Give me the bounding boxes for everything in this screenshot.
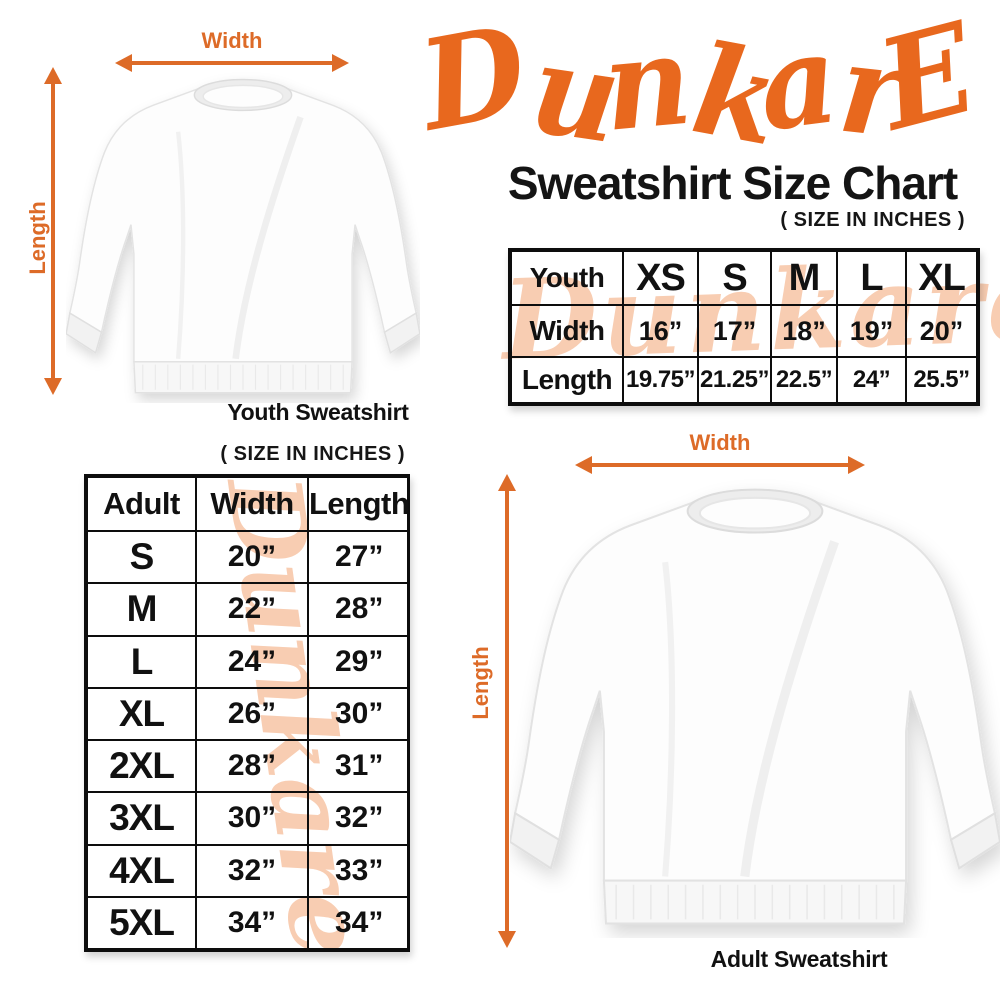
youth-length-label: Length	[25, 201, 50, 275]
youth-caption: Youth Sweatshirt	[227, 399, 409, 425]
header-cell: Width	[196, 477, 308, 531]
table-cell: 28”	[196, 740, 308, 793]
table-cell: 22”	[196, 583, 308, 636]
table-cell: 18”	[771, 305, 837, 357]
header-cell: L	[837, 251, 906, 305]
adult-length-arrow	[498, 474, 516, 948]
table-cell: 24”	[837, 357, 906, 403]
table-cell: 30”	[308, 687, 411, 740]
adult-width-label: Width	[689, 430, 751, 455]
table-cell: 34”	[308, 896, 411, 949]
row-label-cell: Length	[511, 357, 623, 403]
row-label-cell: 3XL	[87, 792, 196, 845]
row-label-cell: L	[87, 635, 196, 688]
dunkare-logo: DunkarE	[420, 6, 990, 164]
size-in-inches-note: ( SIZE IN INCHES )	[780, 209, 965, 231]
table-cell: 33”	[308, 844, 411, 897]
table-cell: 29”	[308, 635, 411, 688]
row-label-cell: 5XL	[87, 896, 196, 949]
header-cell: Length	[308, 477, 411, 531]
header-cell: XL	[906, 251, 977, 305]
header-cell: S	[698, 251, 771, 305]
row-label-cell: 2XL	[87, 740, 196, 793]
table-cell: 19.75”	[623, 357, 698, 403]
header-cell: Youth	[511, 251, 623, 305]
adult-caption: Adult Sweatshirt	[710, 946, 888, 972]
adult-width-arrow	[575, 456, 865, 474]
adult-sweatshirt-image	[510, 468, 1000, 938]
table-cell: 34”	[196, 896, 308, 949]
table-cell: 16”	[623, 305, 698, 357]
row-label-cell: Width	[511, 305, 623, 357]
youth-size-table: Youth XS S M L XL Width 16” 17” 18” 19” …	[508, 248, 980, 406]
youth-width-label: Width	[201, 28, 263, 53]
table-cell: 28”	[308, 583, 411, 636]
table-cell: 31”	[308, 740, 411, 793]
row-label-cell: XL	[87, 687, 196, 740]
table-cell: 20”	[906, 305, 977, 357]
row-label-cell: 4XL	[87, 844, 196, 897]
table-cell: 19”	[837, 305, 906, 357]
table-cell: 26”	[196, 687, 308, 740]
header-cell: XS	[623, 251, 698, 305]
header-cell: Adult	[87, 477, 196, 531]
table-cell: 24”	[196, 635, 308, 688]
table-cell: 22.5”	[771, 357, 837, 403]
table-cell: 30”	[196, 792, 308, 845]
youth-sweatshirt-image	[66, 64, 420, 403]
table-cell: 27”	[308, 531, 411, 584]
table-cell: 17”	[698, 305, 771, 357]
dunkare-logo-text: DunkarE	[420, 6, 990, 164]
page-title: Sweatshirt Size Chart	[507, 157, 958, 209]
table-cell: 32”	[196, 844, 308, 897]
row-label-cell: M	[87, 583, 196, 636]
adult-length-label: Length	[468, 646, 493, 720]
header-cell: M	[771, 251, 837, 305]
table-cell: 20”	[196, 531, 308, 584]
table-cell: 21.25”	[698, 357, 771, 403]
table-cell: 32”	[308, 792, 411, 845]
adult-size-table: Adult Width Length S 20” 27” M 22” 28” L…	[84, 474, 411, 952]
size-in-inches-note: ( SIZE IN INCHES )	[220, 443, 405, 465]
table-cell: 25.5”	[906, 357, 977, 403]
youth-length-arrow	[44, 67, 62, 395]
row-label-cell: S	[87, 531, 196, 584]
youth-width-arrow	[115, 54, 349, 72]
